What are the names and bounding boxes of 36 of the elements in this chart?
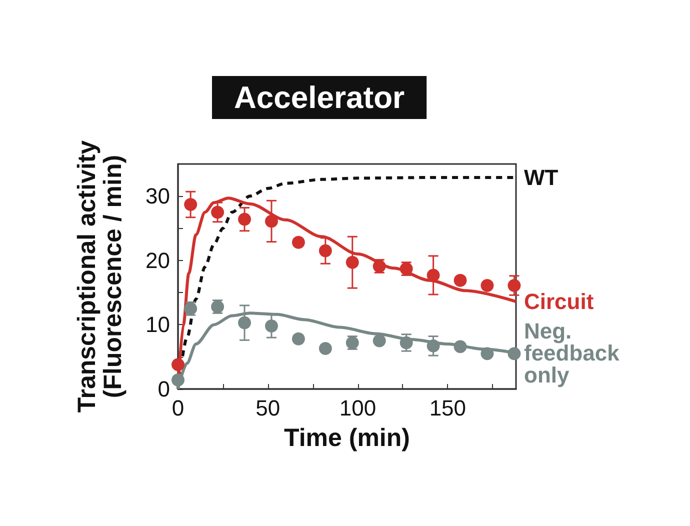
point bbox=[426, 339, 440, 352]
y-tick-label: 0 bbox=[158, 376, 170, 402]
series-label: Circuit bbox=[524, 289, 594, 314]
point bbox=[292, 236, 305, 249]
point bbox=[238, 316, 252, 330]
point bbox=[292, 332, 305, 346]
point bbox=[508, 347, 521, 360]
point bbox=[211, 206, 224, 219]
point bbox=[346, 256, 359, 269]
point bbox=[508, 279, 521, 292]
x-axis-title: Time (min) bbox=[284, 424, 410, 452]
series-label: WT bbox=[524, 165, 559, 190]
point bbox=[480, 279, 494, 292]
y-tick-label: 10 bbox=[146, 312, 170, 338]
point bbox=[172, 374, 184, 386]
point bbox=[318, 244, 332, 258]
x-tick-label: 100 bbox=[339, 396, 376, 420]
y-tick-label: 20 bbox=[146, 248, 170, 273]
point bbox=[454, 340, 467, 354]
y-tick-label: 30 bbox=[146, 184, 170, 209]
point bbox=[238, 212, 252, 226]
point bbox=[318, 342, 332, 355]
point bbox=[372, 334, 386, 348]
point bbox=[480, 347, 494, 360]
y-axis-title: Transcriptional activity (Fluorescence / min) bbox=[73, 140, 127, 413]
point bbox=[454, 274, 467, 287]
x-tick-label: 150 bbox=[429, 396, 466, 420]
point bbox=[172, 358, 184, 372]
point bbox=[265, 214, 278, 228]
point bbox=[400, 336, 413, 350]
series-label: Neg. feedback only bbox=[524, 318, 620, 388]
x-tick-label: 50 bbox=[256, 396, 280, 420]
point bbox=[265, 320, 278, 332]
point bbox=[184, 198, 198, 211]
point bbox=[426, 268, 440, 282]
chart-title: Accelerator bbox=[234, 80, 405, 115]
